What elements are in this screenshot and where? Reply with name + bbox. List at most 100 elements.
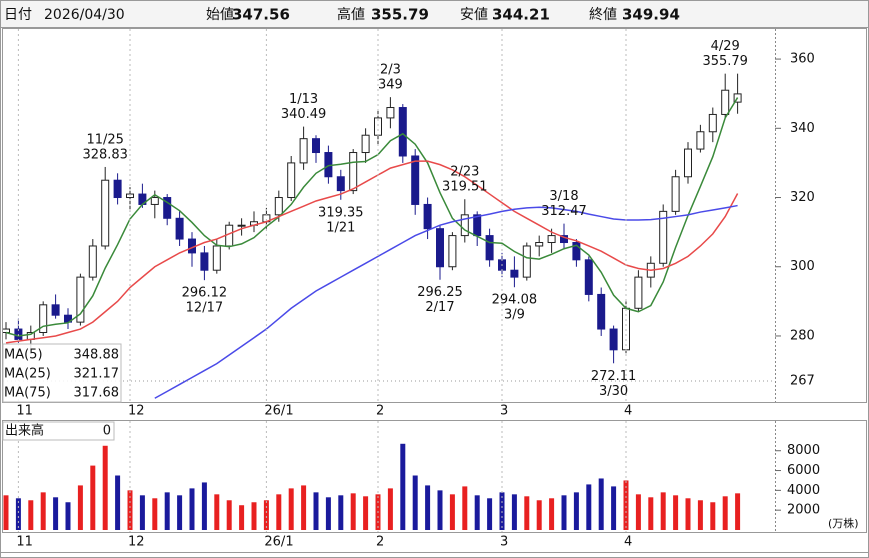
candle-body: [671, 176, 680, 212]
date-label: 日付: [4, 7, 32, 23]
candle-body: [113, 179, 122, 199]
annotation-value: 349: [378, 78, 403, 93]
legend-value: 321.17: [74, 367, 120, 382]
volume-bar: [301, 485, 307, 530]
volume-bar: [462, 486, 468, 530]
candle-body: [572, 242, 581, 261]
x-tick-label: 2: [376, 404, 384, 419]
legend-value: 348.88: [74, 348, 120, 363]
candle-body: [76, 276, 85, 323]
reference-label: 267: [790, 373, 815, 388]
x-tick-label: 2: [376, 535, 384, 550]
candle-body: [386, 107, 395, 119]
low-label: 安値: [460, 7, 488, 23]
volume-bar: [338, 495, 344, 530]
x-tick-label: 12: [128, 404, 145, 419]
volume-bar: [623, 480, 629, 530]
annotation-value: 319.35: [318, 205, 364, 220]
candle-body: [721, 89, 730, 115]
candle-body: [485, 235, 494, 261]
volume-bar: [127, 490, 133, 530]
volume-bar: [536, 500, 542, 530]
volume-bar: [177, 495, 183, 530]
candle-body: [361, 134, 370, 154]
volume-bar: [400, 443, 406, 530]
annotation-date: 3/30: [599, 384, 628, 399]
volume-bar: [387, 488, 393, 530]
y-tick-label: 320: [790, 190, 815, 205]
volume-bar: [214, 494, 220, 530]
volume-panel: [2, 420, 867, 533]
volume-bar: [313, 492, 319, 530]
volume-bar: [511, 494, 517, 530]
volume-bar: [164, 492, 170, 530]
candle-body: [39, 304, 48, 334]
open-value: 347.56: [232, 6, 290, 24]
volume-bar: [139, 495, 145, 530]
annotation-date: 11/25: [86, 132, 123, 147]
volume-bar: [573, 492, 579, 530]
candle-body: [411, 155, 420, 205]
annotation-value: 296.25: [417, 285, 463, 300]
volume-bar: [3, 495, 9, 530]
candle-body: [448, 235, 457, 268]
volume-bar: [722, 496, 728, 530]
annotation-date: 2/3: [380, 63, 401, 78]
candle-body: [547, 235, 556, 244]
volume-bar: [561, 495, 567, 530]
candle-body: [659, 210, 668, 264]
volume-current: 0: [103, 424, 111, 439]
y-tick-label: 8000: [787, 443, 820, 458]
volume-bar: [487, 498, 493, 530]
x-tick-label: 3: [500, 535, 508, 550]
annotation-date: 12/17: [186, 301, 223, 316]
date-value: 2026/04/30: [44, 7, 125, 23]
candle-body: [287, 162, 296, 199]
x-tick-label: 3: [500, 404, 508, 419]
volume-unit: (万株): [828, 516, 859, 530]
legend-name: MA(25): [4, 367, 51, 382]
y-tick-label: 280: [790, 328, 815, 343]
legend-box: [2, 421, 115, 441]
volume-bar: [598, 478, 604, 530]
volume-bar: [53, 497, 59, 530]
candle-body: [336, 176, 345, 192]
annotation-date: 3/9: [504, 308, 525, 323]
volume-bar: [40, 492, 46, 530]
candle-body: [274, 197, 283, 216]
annotation-value: 340.49: [281, 107, 327, 122]
low-value: 344.21: [492, 6, 550, 24]
x-tick-label: 11: [16, 535, 33, 550]
volume-bar: [412, 475, 418, 530]
volume-bar: [239, 505, 245, 530]
candle-body: [101, 179, 110, 247]
candle-body: [299, 138, 308, 164]
candle-body: [212, 245, 221, 271]
x-tick-label: 12: [128, 535, 145, 550]
header-bar: [0, 0, 869, 28]
candle-body: [597, 293, 606, 330]
candle-body: [510, 269, 519, 278]
volume-bar: [437, 490, 443, 530]
volume-bar: [28, 500, 34, 530]
volume-bar: [65, 502, 71, 530]
candle-body: [163, 197, 172, 219]
annotation-value: 312.47: [541, 204, 587, 219]
volume-bar: [549, 498, 555, 530]
candle-body: [51, 304, 60, 316]
candle-body: [696, 131, 705, 150]
y-tick-label: 6000: [787, 463, 820, 478]
annotation-date: 2/17: [425, 300, 454, 315]
volume-bar: [201, 482, 207, 530]
close-label: 終値: [589, 7, 617, 23]
candle-body: [436, 228, 444, 268]
candle-body: [609, 328, 618, 351]
annotation-date: 2/23: [450, 165, 479, 180]
candle-body: [3, 328, 10, 334]
candle-body: [398, 107, 407, 157]
annotation-date: 1/13: [289, 92, 318, 107]
volume-bar: [226, 500, 232, 530]
annotation-value: 319.51: [442, 180, 488, 195]
